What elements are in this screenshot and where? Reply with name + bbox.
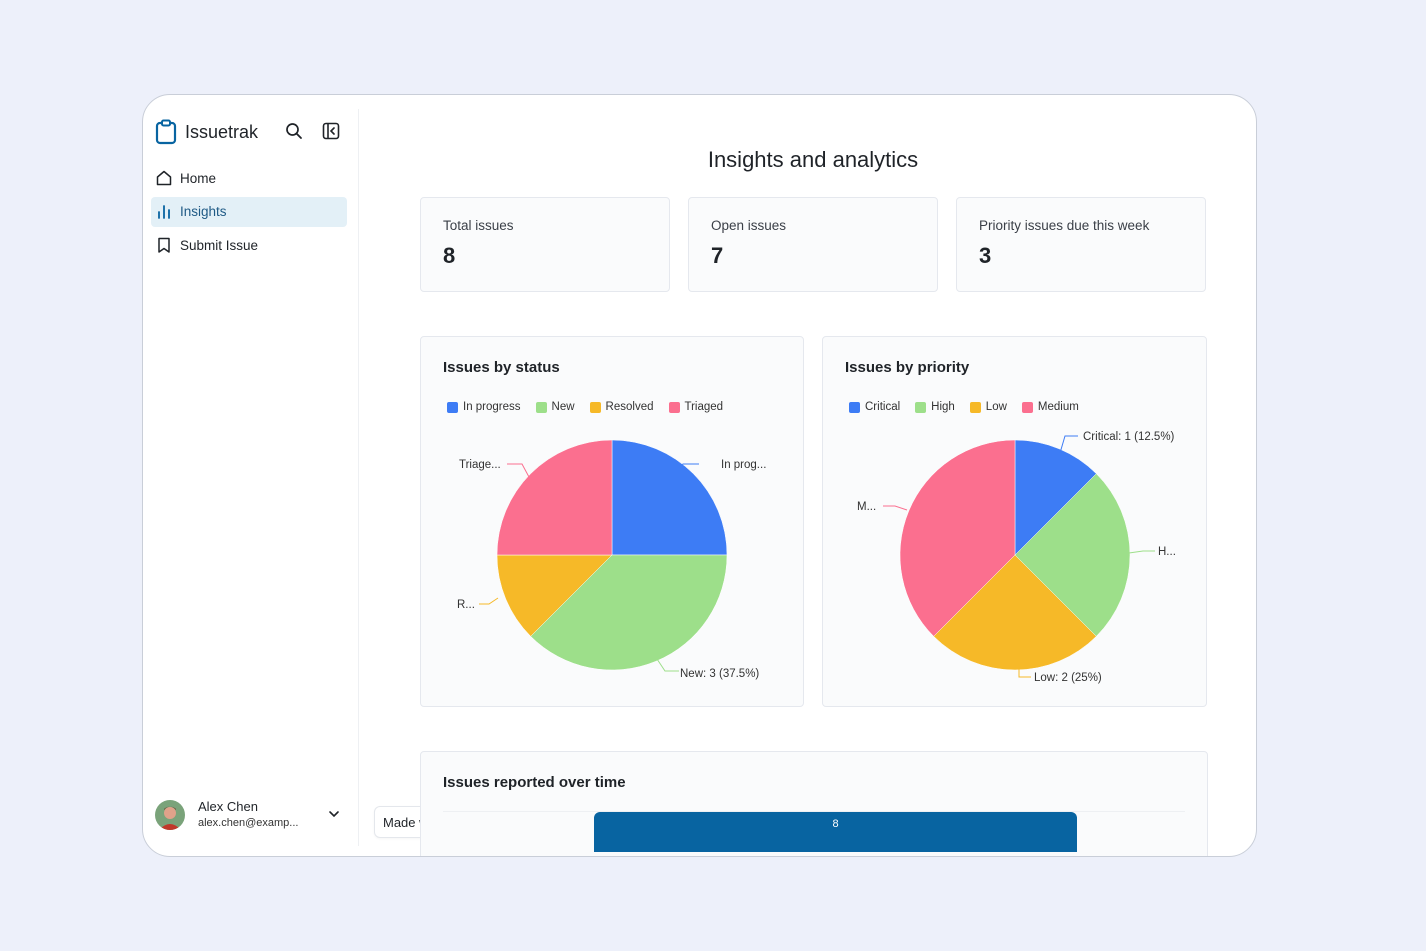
bar-chart-icon	[158, 204, 170, 219]
pie-slice-medium[interactable]	[899, 439, 1016, 637]
legend-item[interactable]: In progress	[447, 401, 521, 413]
main-content: Insights and analytics Total issues 8 Op…	[360, 95, 1256, 856]
pie-slice-new[interactable]	[530, 554, 728, 671]
page-title: Insights and analytics	[707, 147, 919, 172]
status-pie: In prog... New: 3 (37.5%) R... Triage...	[457, 439, 766, 680]
sidebar-item-home[interactable]: Home	[151, 163, 347, 193]
pie-slice-triaged[interactable]	[496, 439, 613, 556]
slice-label-triaged: Triage...	[459, 459, 501, 471]
app-window: Issuetrak Home In	[142, 94, 1257, 857]
status-chart-card: Issues by status In progress New Resolve…	[420, 336, 804, 707]
bar-data-label: 8	[832, 818, 839, 830]
sidebar-item-label: Home	[180, 170, 217, 186]
slice-label-medium: M...	[857, 501, 876, 513]
search-icon[interactable]	[284, 121, 304, 141]
stat-card-priority-due: Priority issues due this week 3	[956, 197, 1206, 292]
chart-bar[interactable]: 8	[594, 812, 1077, 852]
legend-item[interactable]: Resolved	[589, 401, 654, 413]
slice-label-low: Low: 2 (25%)	[1034, 672, 1102, 684]
slice-label-critical: Critical: 1 (12.5%)	[1083, 431, 1175, 443]
clipboard-icon	[155, 119, 177, 145]
sidebar-nav: Home Insights Submit Issue	[151, 163, 347, 264]
stat-card-open-issues: Open issues 7	[688, 197, 938, 292]
legend-item[interactable]: Medium	[1021, 401, 1079, 413]
legend-item[interactable]: High	[915, 401, 955, 413]
chart-legend: Critical High Low Medium	[849, 401, 1094, 413]
stat-card-total-issues: Total issues 8	[420, 197, 670, 292]
pie-slice-low[interactable]	[933, 554, 1097, 671]
legend-item[interactable]: New	[535, 401, 575, 413]
pie-slice-in-progress[interactable]	[611, 439, 728, 556]
avatar	[155, 800, 185, 830]
priority-pie: Critical: 1 (12.5%) H... Low: 2 (25%) M.…	[857, 431, 1176, 684]
slice-label-high: H...	[1158, 546, 1176, 558]
app-name: Issuetrak	[185, 121, 259, 142]
chart-title: Issues by status	[443, 359, 560, 376]
pie-slice-high[interactable]	[1014, 473, 1131, 637]
sidebar: Issuetrak Home In	[151, 109, 359, 846]
slice-label-in-progress: In prog...	[721, 459, 766, 471]
legend-item[interactable]: Low	[969, 401, 1007, 413]
stat-label: Priority issues due this week	[979, 218, 1150, 233]
pie-slice-resolved[interactable]	[496, 554, 613, 637]
stat-value: 8	[443, 243, 456, 268]
collapse-sidebar-icon[interactable]	[321, 121, 341, 141]
chevron-down-icon[interactable]	[327, 807, 341, 821]
sidebar-item-insights[interactable]: Insights	[151, 196, 347, 227]
slice-label-resolved: R...	[457, 599, 475, 611]
time-chart-card: Issues reported over time 8	[420, 751, 1208, 856]
slice-label-new: New: 3 (37.5%)	[680, 668, 759, 680]
bookmark-icon	[158, 237, 170, 253]
sidebar-item-label: Insights	[180, 204, 227, 219]
brand[interactable]: Issuetrak	[155, 117, 258, 147]
stat-value: 7	[711, 243, 724, 268]
sidebar-item-label: Submit Issue	[180, 237, 259, 253]
user-menu[interactable]: Alex Chen alex.chen@examp...	[155, 798, 345, 832]
user-email: alex.chen@examp...	[198, 817, 299, 829]
sidebar-item-submit-issue[interactable]: Submit Issue	[151, 230, 347, 260]
priority-chart-card: Issues by priority Critical High Low Med…	[822, 336, 1207, 707]
user-name: Alex Chen	[198, 799, 258, 814]
chart-title: Issues reported over time	[443, 774, 626, 791]
chart-title: Issues by priority	[845, 359, 970, 376]
home-icon	[156, 170, 172, 186]
stat-label: Total issues	[443, 218, 514, 233]
legend-item[interactable]: Critical	[849, 401, 900, 413]
chart-gridline	[443, 811, 1185, 812]
stat-label: Open issues	[711, 218, 787, 233]
stat-value: 3	[979, 243, 992, 268]
chart-legend: In progress New Resolved Triaged	[447, 401, 738, 413]
pie-slice-critical[interactable]	[1014, 439, 1097, 556]
legend-item[interactable]: Triaged	[668, 401, 723, 413]
